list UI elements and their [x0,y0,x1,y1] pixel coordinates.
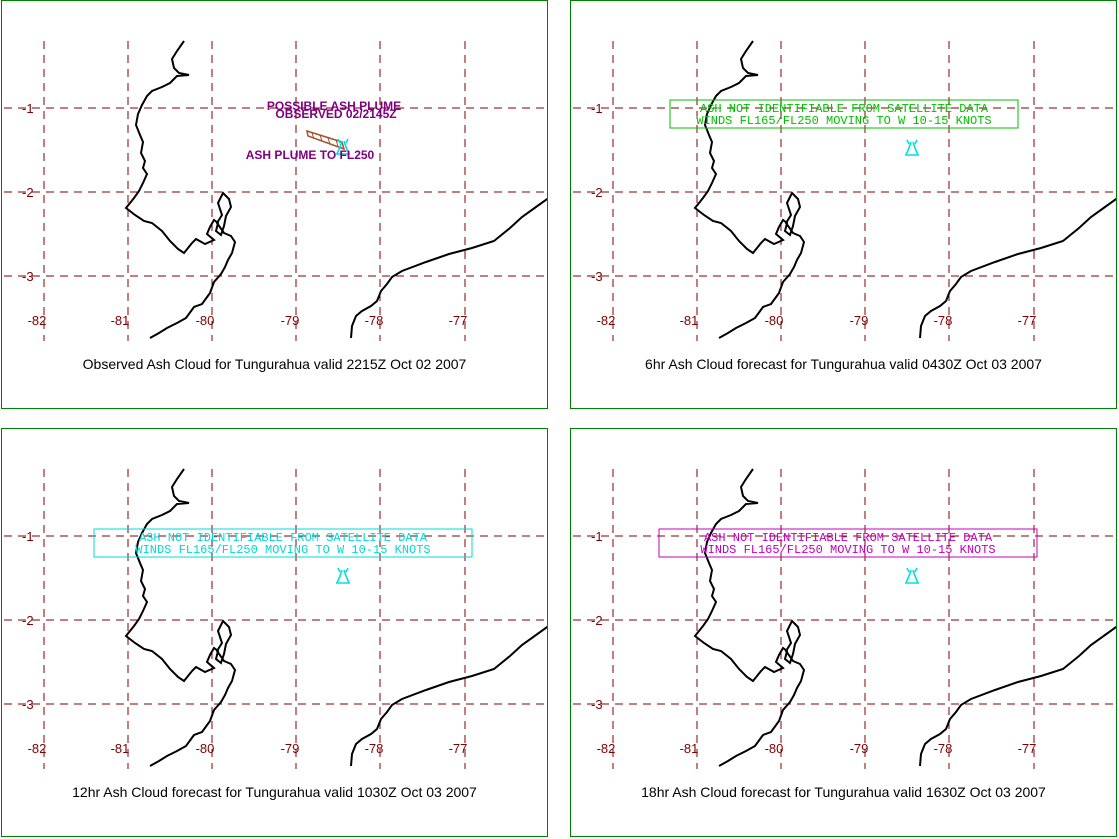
lon-tick-label: -80 [196,313,215,328]
map-panel-observed: -1 -2 -3 -82 -81 -80 -79 -78 -77 POSSIBLE ASH PLU… [1,0,548,409]
lon-tick-label: -82 [597,741,616,756]
advisory-box: ASH NOT IDENTIFIABLE FROM SATELLITE DATA… [669,99,1019,129]
lon-tick-label: -82 [28,741,47,756]
advisory-line-1: ASH NOT IDENTIFIABLE FROM SATELLITE DATA [704,531,993,545]
lon-tick-label: -77 [449,313,468,328]
lon-tick-label: -80 [196,741,215,756]
lon-tick-label: -78 [365,741,384,756]
map-canvas: -1 -2 -3 -82 -81 -80 -79 -78 -77 ASH NOT IDENTIFI… [573,40,1116,341]
map-canvas: -1 -2 -3 -82 -81 -80 -79 -78 -77 POSSIBLE ASH PLU… [4,40,547,341]
volcano-marker-icon [905,139,919,156]
lat-lon-grid [4,469,547,769]
lat-tick-label: -2 [22,185,34,200]
lon-tick-label: -81 [111,741,130,756]
coastline-west [124,468,237,767]
volcano-marker-icon [336,138,350,155]
coastline-west [693,468,806,767]
lon-tick-label: -78 [365,313,384,328]
lat-tick-label: -2 [22,613,34,628]
advisory-line-2: WINDS FL165/FL250 MOVING TO W 10-15 KNOT… [696,114,991,128]
volcano-marker-icon [905,567,919,584]
lon-tick-label: -81 [680,313,699,328]
panel-title: 6hr Ash Cloud forecast for Tungurahua va… [645,356,1042,372]
map-panel-6hr: -1 -2 -3 -82 -81 -80 -79 -78 -77 ASH NOT IDENTIFI… [570,0,1117,409]
advisory-box: ASH NOT IDENTIFIABLE FROM SATELLITE DATA… [93,528,473,558]
lon-tick-label: -80 [765,741,784,756]
advisory-line-2: WINDS FL165/FL250 MOVING TO W 10-15 KNOT… [700,543,995,557]
advisory-box: ASH NOT IDENTIFIABLE FROM SATELLITE DATA… [658,528,1038,558]
lat-tick-label: -3 [591,697,603,712]
lon-tick-label: -81 [680,741,699,756]
panel-title: 12hr Ash Cloud forecast for Tungurahua v… [72,784,477,800]
lat-tick-label: -1 [591,529,603,544]
coastline-east [919,625,1116,767]
panel-title: 18hr Ash Cloud forecast for Tungurahua v… [641,784,1046,800]
map-canvas: -1 -2 -3 -82 -81 -80 -79 -78 -77 ASH NOT IDENTIFI… [4,468,547,769]
lat-tick-label: -3 [22,269,34,284]
lat-lon-grid [573,41,1116,341]
lon-tick-label: -79 [850,313,869,328]
map-panel-12hr: -1 -2 -3 -82 -81 -80 -79 -78 -77 ASH NOT IDENTIFI… [1,428,548,837]
lon-tick-label: -79 [281,313,300,328]
lat-tick-label: -1 [591,101,603,116]
advisory-line-2: WINDS FL165/FL250 MOVING TO W 10-15 KNOT… [135,543,430,557]
lat-tick-label: -3 [22,697,34,712]
lat-tick-label: -2 [591,613,603,628]
lat-tick-label: -1 [22,101,34,116]
map-panel-18hr: -1 -2 -3 -82 -81 -80 -79 -78 -77 ASH NOT IDENTIFI… [570,428,1117,837]
map-canvas: -1 -2 -3 -82 -81 -80 -79 -78 -77 ASH NOT IDENTIFI… [573,468,1116,769]
lat-tick-label: -2 [591,185,603,200]
lon-tick-label: -82 [597,313,616,328]
advisory-line-1: ASH NOT IDENTIFIABLE FROM SATELLITE DATA [700,102,989,116]
lon-tick-label: -80 [765,313,784,328]
lon-tick-label: -77 [1018,313,1037,328]
panel-title: Observed Ash Cloud for Tungurahua valid … [82,356,467,372]
lon-tick-label: -78 [934,741,953,756]
lat-lon-grid [4,41,547,341]
coastline-east [350,197,547,339]
lat-tick-label: -1 [22,529,34,544]
lon-tick-label: -77 [449,741,468,756]
ash-plume-polygon [306,129,346,151]
coastline-west [124,40,237,339]
lon-tick-label: -81 [111,313,130,328]
volcano-marker-icon [336,567,350,584]
plume-height-label: ASH PLUME TO FL250 [246,148,375,162]
lon-tick-label: -78 [934,313,953,328]
lat-lon-grid [573,469,1116,769]
lon-tick-label: -82 [28,313,47,328]
advisory-line-1: ASH NOT IDENTIFIABLE FROM SATELLITE DATA [139,531,428,545]
lon-tick-label: -79 [850,741,869,756]
lat-tick-label: -3 [591,269,603,284]
coastline-east [350,625,547,767]
lon-tick-label: -77 [1018,741,1037,756]
coastline-east [919,197,1116,339]
observed-time-label: OBSERVED 02/2145Z [275,107,396,121]
coastline-west [693,40,806,339]
possible-plume-label: POSSIBLE ASH PLUME [267,99,401,113]
lon-tick-label: -79 [281,741,300,756]
